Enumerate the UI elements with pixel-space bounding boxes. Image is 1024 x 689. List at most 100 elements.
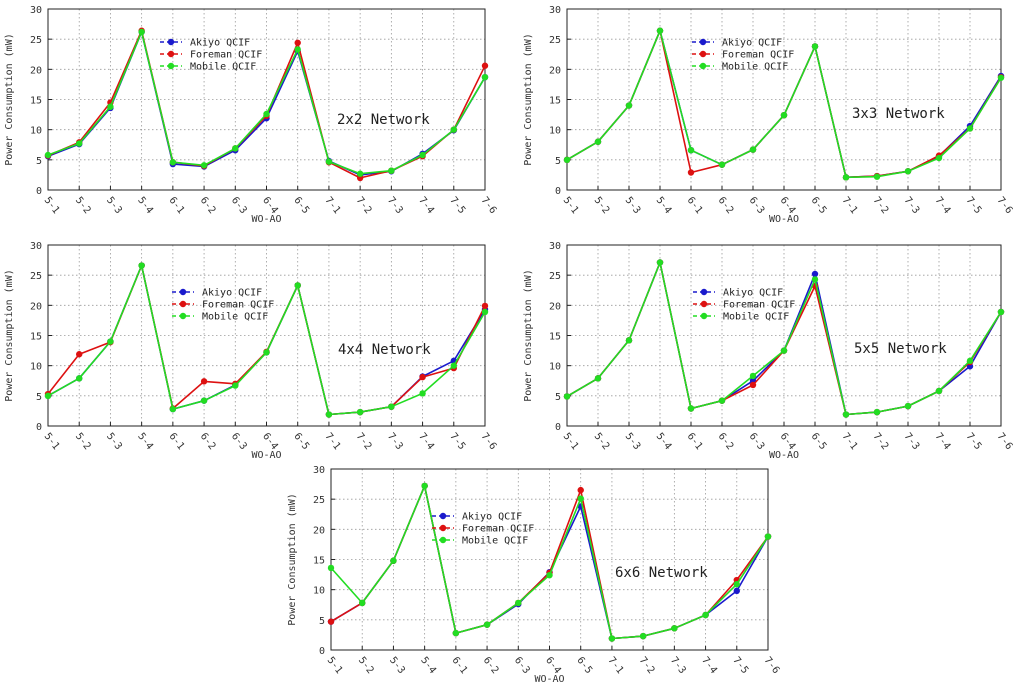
data-point xyxy=(200,397,208,404)
x-axis-label: WO-AO xyxy=(534,674,564,685)
legend-label: Foreman QCIF xyxy=(202,300,274,311)
legend-label: Mobile QCIF xyxy=(190,62,256,73)
chart-panel-3x3: 0 5 10 15 20 25 30 5-1 5-2 5-3 5-4 6-1 6-2 6-3 6-4 6-5 7… xyxy=(515,0,1024,225)
x-tick-label: 5-4 xyxy=(135,431,155,452)
x-tick-label: 6-4 xyxy=(260,431,280,452)
x-tick-label: 6-1 xyxy=(685,431,705,452)
chart-panel-6x6: 0 5 10 15 20 25 30 5-1 5-2 5-3 5-4 6-1 6-2 6-3 6-4 6-5 7… xyxy=(270,462,790,689)
data-point xyxy=(138,262,145,269)
data-point xyxy=(749,381,757,389)
panel-title: 2x2 Network xyxy=(337,112,430,128)
data-point xyxy=(718,397,726,404)
legend-label: Foreman QCIF xyxy=(722,50,794,61)
x-tick-label: 5-2 xyxy=(73,195,93,216)
y-tick-label: 15 xyxy=(30,96,42,107)
data-point xyxy=(107,338,114,345)
legend-marker xyxy=(179,312,187,320)
y-tick-label: 30 xyxy=(313,465,325,476)
data-point xyxy=(966,125,974,132)
x-tick-label: 7-2 xyxy=(871,431,891,452)
chart-panel-5x5: 0 5 10 15 20 25 30 5-1 5-2 5-3 5-4 6-1 6-2 6-3 6-4 6-5 7… xyxy=(515,236,1024,461)
x-axis-label: WO-AO xyxy=(769,214,799,225)
x-tick-label: 7-4 xyxy=(416,195,436,216)
data-point xyxy=(842,411,850,418)
legend-label: Mobile QCIF xyxy=(723,312,789,323)
data-point xyxy=(749,146,757,153)
data-point xyxy=(625,102,633,109)
data-point xyxy=(44,392,52,400)
data-point xyxy=(200,378,208,385)
data-point xyxy=(481,308,489,316)
data-point xyxy=(873,173,881,180)
data-point xyxy=(390,557,397,564)
data-point xyxy=(359,599,366,607)
data-point xyxy=(169,405,177,413)
data-point xyxy=(625,337,633,344)
data-point xyxy=(356,170,364,177)
x-axis-label: WO-AO xyxy=(769,450,799,461)
y-tick-label: 0 xyxy=(555,186,561,197)
panel-title: 5x5 Network xyxy=(854,341,947,357)
x-axis-label: WO-AO xyxy=(251,214,281,225)
data-point xyxy=(718,161,726,168)
data-point xyxy=(639,632,647,640)
y-tick-label: 10 xyxy=(30,362,42,373)
data-point xyxy=(169,159,177,166)
data-point xyxy=(44,151,52,159)
legend-label: Foreman QCIF xyxy=(190,50,262,61)
data-point xyxy=(325,158,333,165)
x-tick-label: 5-1 xyxy=(42,195,62,216)
legend-marker xyxy=(700,312,708,320)
x-tick-label: 7-6 xyxy=(479,431,499,452)
x-tick-label: 7-5 xyxy=(730,655,750,676)
legend-label: Akiyo QCIF xyxy=(722,38,782,49)
x-tick-label: 6-1 xyxy=(166,431,186,452)
data-point xyxy=(327,618,335,625)
y-tick-label: 15 xyxy=(313,556,325,567)
legend-label: Akiyo QCIF xyxy=(190,38,250,49)
x-tick-label: 7-2 xyxy=(637,655,657,676)
data-point xyxy=(780,111,788,119)
data-point xyxy=(749,372,757,380)
data-point xyxy=(608,635,616,642)
chart-panel-4x4: 0 5 10 15 20 25 30 5-1 5-2 5-3 5-4 6-1 6-2 6-3 6-4 6-5 7… xyxy=(0,236,500,461)
x-tick-label: 6-5 xyxy=(809,431,829,452)
y-tick-label: 10 xyxy=(30,126,42,137)
data-point xyxy=(997,74,1005,81)
chart-svg: 0 5 10 15 20 25 30 5-1 5-2 5-3 5-4 6-1 6-2 6-3 6-4 6-5 7… xyxy=(523,241,1014,461)
x-tick-label: 5-2 xyxy=(73,431,93,452)
x-tick-label: 6-3 xyxy=(229,431,249,452)
data-point xyxy=(481,73,489,81)
data-point xyxy=(232,382,239,389)
data-point xyxy=(935,387,943,395)
x-tick-label: 7-6 xyxy=(762,655,782,676)
data-point xyxy=(481,302,489,310)
y-tick-label: 15 xyxy=(549,332,561,343)
data-point xyxy=(200,162,208,169)
x-tick-label: 7-2 xyxy=(871,195,891,216)
x-tick-label: 5-4 xyxy=(418,655,438,676)
x-tick-label: 7-3 xyxy=(902,195,922,216)
x-tick-label: 5-1 xyxy=(561,431,581,452)
data-point xyxy=(997,308,1005,316)
data-point xyxy=(656,259,664,266)
data-point xyxy=(76,351,83,358)
x-tick-label: 5-2 xyxy=(356,655,376,676)
legend-marker xyxy=(167,38,175,46)
data-point xyxy=(76,140,83,147)
y-tick-label: 25 xyxy=(30,271,42,282)
legend-marker xyxy=(439,524,447,532)
x-tick-label: 6-5 xyxy=(291,431,311,452)
x-tick-label: 6-2 xyxy=(716,431,736,452)
data-point xyxy=(263,349,270,356)
x-tick-label: 7-1 xyxy=(323,195,343,216)
data-point xyxy=(388,167,395,174)
x-tick-label: 6-2 xyxy=(716,195,736,216)
data-point xyxy=(419,151,426,159)
y-tick-label: 25 xyxy=(313,495,325,506)
legend-label: Mobile QCIF xyxy=(202,312,268,323)
x-tick-label: 7-1 xyxy=(606,655,626,676)
legend-marker xyxy=(699,62,707,70)
x-tick-label: 5-2 xyxy=(592,195,612,216)
panel-title: 6x6 Network xyxy=(615,565,708,581)
